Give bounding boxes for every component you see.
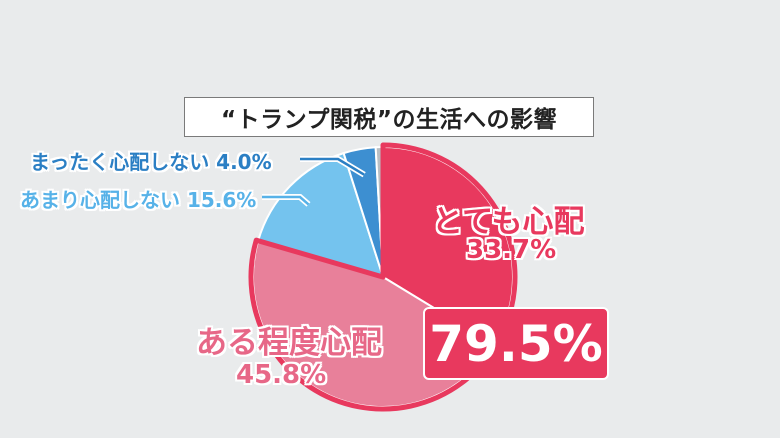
total-highlight-box: 79.5% bbox=[423, 307, 609, 380]
label-not-at-all: まったく心配しない 4.0% bbox=[30, 150, 272, 174]
label-somewhat-name: ある程度心配 bbox=[196, 325, 382, 361]
leader-lines bbox=[262, 156, 366, 207]
label-very-value: 33.7% bbox=[466, 235, 557, 265]
label-somewhat-value: 45.8% bbox=[236, 360, 327, 390]
label-not-much: あまり心配しない 15.6% bbox=[20, 188, 257, 212]
leader-not-at-all bbox=[300, 157, 365, 176]
highlight-outline bbox=[248, 142, 518, 412]
label-very-name: とても心配 bbox=[432, 204, 585, 240]
chart-title: “トランプ関税”の生活への影響 bbox=[184, 97, 594, 137]
leader-not-much bbox=[262, 195, 310, 206]
